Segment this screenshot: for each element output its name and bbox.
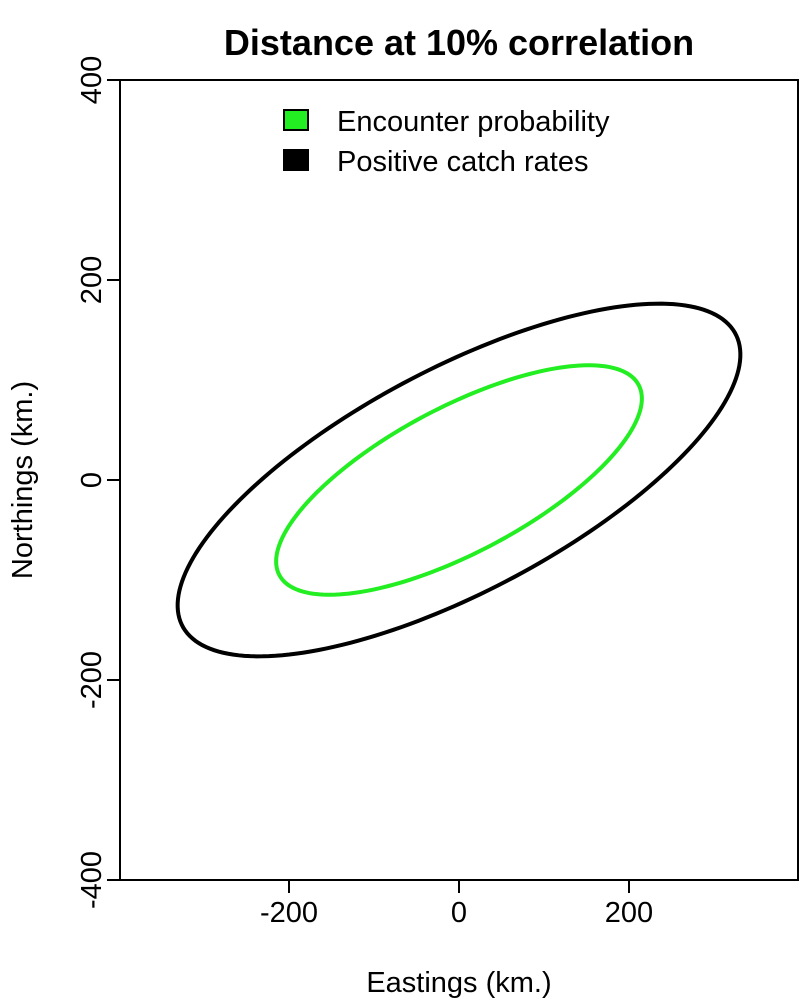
legend-label: Encounter probability <box>337 106 610 138</box>
y-tick-label: -200 <box>76 651 108 709</box>
x-axis: -200 0 200 <box>260 880 653 929</box>
plot-frame <box>119 79 799 881</box>
y-tick-label: 200 <box>76 256 108 304</box>
y-tick-label: 0 <box>76 472 108 488</box>
x-tick-label: -200 <box>260 897 318 929</box>
y-axis-label: Northings (km.) <box>7 381 39 579</box>
x-tick-label: 0 <box>451 897 467 929</box>
x-axis-label: Eastings (km.) <box>366 967 551 999</box>
chart-title: Distance at 10% correlation <box>224 22 694 63</box>
legend-swatch <box>283 109 309 131</box>
legend-swatch <box>283 149 309 171</box>
x-tick-label: 200 <box>605 897 653 929</box>
y-axis: -400 -200 0 200 400 <box>76 56 120 909</box>
y-tick-label: 400 <box>76 56 108 104</box>
series-ellipse-1 <box>175 301 743 659</box>
series-curves <box>175 301 743 659</box>
legend-label: Positive catch rates <box>337 146 588 178</box>
series-ellipse-0 <box>274 363 644 597</box>
legend: Encounter probability Positive catch rate… <box>283 106 610 178</box>
y-tick-label: -400 <box>76 851 108 909</box>
